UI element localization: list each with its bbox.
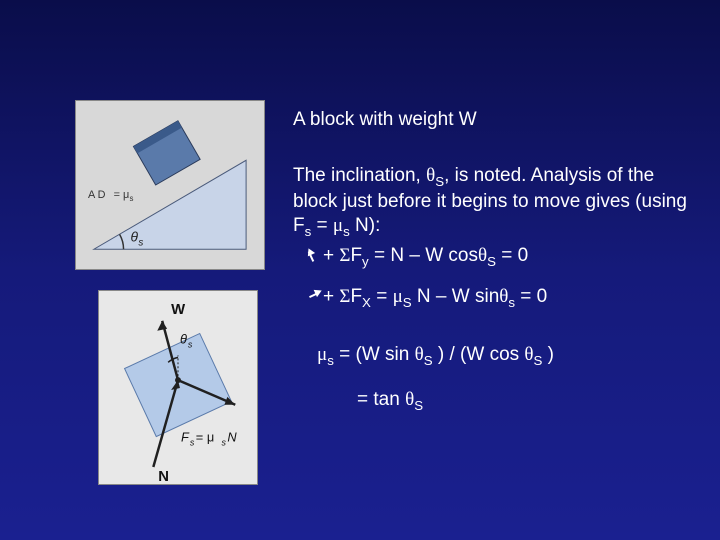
txt: F xyxy=(350,286,362,307)
equation-sum-fx: + ΣFX = μS N – W sinθs = 0 xyxy=(293,285,688,311)
arrow-diag-icon xyxy=(305,290,321,304)
txt: F xyxy=(350,245,362,266)
arrow-up-icon xyxy=(305,249,321,263)
sigma-sym: Σ xyxy=(339,245,350,266)
svg-text:s: s xyxy=(138,237,143,248)
fbd-svg: W θ s N F s = μ s N xyxy=(99,291,257,484)
sub: S xyxy=(487,254,496,269)
txt: ) / (W cos xyxy=(433,344,525,365)
content-text: A block with weight W The inclination, θ… xyxy=(293,108,688,414)
txt: = N – W cos xyxy=(369,245,478,266)
sub: S xyxy=(435,174,444,189)
sub: X xyxy=(362,295,371,310)
sub: s xyxy=(327,353,334,368)
theta-sym: θ xyxy=(524,344,533,365)
svg-text:s: s xyxy=(129,194,133,203)
sub: S xyxy=(414,397,423,412)
svg-text:F: F xyxy=(181,429,190,444)
theta-sym: θ xyxy=(415,344,424,365)
svg-text:W: W xyxy=(171,302,185,318)
svg-text:θ: θ xyxy=(180,332,187,347)
mu-sym: μ xyxy=(317,344,327,365)
sub: S xyxy=(424,353,433,368)
txt: + xyxy=(323,286,339,307)
slide: θ s A D = μ s W θ s N xyxy=(0,0,720,540)
incline-svg: θ s A D = μ s xyxy=(76,101,264,269)
txt: = 0 xyxy=(515,286,547,307)
txt: = 0 xyxy=(496,245,528,266)
txt: = xyxy=(311,215,333,236)
txt: N): xyxy=(350,215,381,236)
svg-text:N: N xyxy=(158,469,169,484)
svg-text:N: N xyxy=(227,429,237,444)
paragraph-title: A block with weight W xyxy=(293,108,688,132)
equation-mu-ratio: μs = (W sin θS ) / (W cos θS ) xyxy=(293,343,688,369)
equation-sum-fy: + ΣFy = N – W cosθS = 0 xyxy=(293,244,688,270)
sub: s xyxy=(343,224,350,239)
sub: y xyxy=(362,254,369,269)
svg-text:= μ: = μ xyxy=(196,429,214,444)
svg-text:= μ: = μ xyxy=(114,189,130,201)
sub: S xyxy=(403,295,412,310)
txt: = (W sin xyxy=(334,344,415,365)
txt: = tan xyxy=(357,389,405,410)
txt: = xyxy=(371,286,393,307)
theta-sym: θ xyxy=(478,245,487,266)
txt: N – W sin xyxy=(412,286,500,307)
svg-text:s: s xyxy=(221,437,226,447)
mu-sym: μ xyxy=(393,286,403,307)
svg-text:θ: θ xyxy=(130,228,138,244)
txt: The inclination, xyxy=(293,165,426,186)
txt: ) xyxy=(542,344,554,365)
theta-sym: θ xyxy=(499,286,508,307)
txt: + xyxy=(323,245,339,266)
svg-text:A D: A D xyxy=(88,189,106,201)
paragraph-analysis: The inclination, θS, is noted. Analysis … xyxy=(293,164,688,241)
mu-sym: μ xyxy=(333,215,343,236)
equation-tan: = tan θS xyxy=(293,388,688,414)
figure-free-body: W θ s N F s = μ s N xyxy=(98,290,258,485)
sigma-sym: Σ xyxy=(339,286,350,307)
svg-text:s: s xyxy=(190,437,195,447)
figure-inclined-plane: θ s A D = μ s xyxy=(75,100,265,270)
theta-sym: θ xyxy=(426,165,435,186)
theta-sym: θ xyxy=(405,389,414,410)
svg-text:s: s xyxy=(188,340,193,350)
